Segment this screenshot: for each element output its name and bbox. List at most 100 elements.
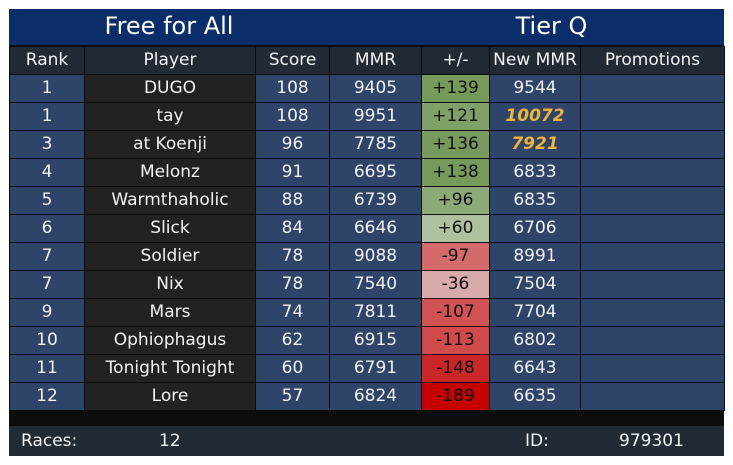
rank-cell: 5	[9, 186, 85, 215]
results-panel: Free for All Tier Q Rank Player Score MM…	[9, 9, 725, 456]
new-mmr-cell: 9544	[489, 74, 581, 103]
rank-cell: 1	[9, 102, 85, 131]
table-row: 7 Nix 78 7540 -36 7504	[9, 270, 725, 299]
new-mmr-cell: 6643	[489, 354, 581, 383]
new-mmr-cell: 8991	[489, 242, 581, 271]
player-cell: Ophiophagus	[84, 326, 256, 355]
delta-cell: -148	[421, 354, 490, 383]
mmr-cell: 6824	[329, 382, 422, 411]
new-mmr-cell: 6802	[489, 326, 581, 355]
table-row: 1 tay 108 9951 +121 10072	[9, 102, 725, 131]
delta-cell: -113	[421, 326, 490, 355]
delta-cell: +139	[421, 74, 490, 103]
promotion-cell	[580, 326, 725, 355]
table-row: 6 Slick 84 6646 +60 6706	[9, 214, 725, 243]
rank-cell: 9	[9, 298, 85, 327]
rank-cell: 3	[9, 130, 85, 159]
score-cell: 91	[255, 158, 330, 187]
promotion-cell	[580, 74, 725, 103]
rank-cell: 7	[9, 270, 85, 299]
id-label: ID:	[525, 431, 549, 451]
promotion-cell	[580, 158, 725, 187]
score-cell: 78	[255, 270, 330, 299]
column-header-mmr: MMR	[329, 46, 422, 75]
delta-cell: +96	[421, 186, 490, 215]
column-header-delta: +/-	[421, 46, 490, 75]
promotion-cell	[580, 102, 725, 131]
header-row: Rank Player Score MMR +/- New MMR Promot…	[9, 46, 725, 75]
score-cell: 57	[255, 382, 330, 411]
delta-cell: -36	[421, 270, 490, 299]
player-cell: Soldier	[84, 242, 256, 271]
column-header-rank: Rank	[9, 46, 85, 75]
tier-title: Tier Q	[515, 12, 588, 40]
mmr-cell: 9951	[329, 102, 422, 131]
player-cell: Slick	[84, 214, 256, 243]
mmr-cell: 7785	[329, 130, 422, 159]
mmr-cell: 7540	[329, 270, 422, 299]
promotion-cell	[580, 214, 725, 243]
delta-cell: +138	[421, 158, 490, 187]
promotion-cell	[580, 186, 725, 215]
new-mmr-cell: 6833	[489, 158, 581, 187]
mmr-cell: 9405	[329, 74, 422, 103]
player-cell: Melonz	[84, 158, 256, 187]
delta-cell: +136	[421, 130, 490, 159]
footer-bar: Races: 12 ID: 979301	[9, 426, 724, 456]
mmr-cell: 6915	[329, 326, 422, 355]
delta-cell: +121	[421, 102, 490, 131]
mmr-cell: 6791	[329, 354, 422, 383]
table-row: 1 DUGO 108 9405 +139 9544	[9, 74, 725, 103]
score-cell: 78	[255, 242, 330, 271]
new-mmr-cell: 6835	[489, 186, 581, 215]
player-cell: Mars	[84, 298, 256, 327]
table-row: 5 Warmthaholic 88 6739 +96 6835	[9, 186, 725, 215]
rank-cell: 6	[9, 214, 85, 243]
score-cell: 88	[255, 186, 330, 215]
score-cell: 84	[255, 214, 330, 243]
player-cell: DUGO	[84, 74, 256, 103]
new-mmr-cell: 7704	[489, 298, 581, 327]
promotion-cell	[580, 242, 725, 271]
mmr-cell: 6739	[329, 186, 422, 215]
mmr-cell: 7811	[329, 298, 422, 327]
rank-cell: 4	[9, 158, 85, 187]
score-cell: 62	[255, 326, 330, 355]
player-cell: at Koenji	[84, 130, 256, 159]
new-mmr-cell: 6635	[489, 382, 581, 411]
promotion-cell	[580, 382, 725, 411]
player-cell: Warmthaholic	[84, 186, 256, 215]
delta-cell: -97	[421, 242, 490, 271]
mmr-cell: 9088	[329, 242, 422, 271]
new-mmr-cell: 7504	[489, 270, 581, 299]
mmr-cell: 6646	[329, 214, 422, 243]
id-value: 979301	[619, 431, 684, 451]
promotion-cell	[580, 270, 725, 299]
player-cell: Tonight Tonight	[84, 354, 256, 383]
promotion-cell	[580, 298, 725, 327]
rank-cell: 11	[9, 354, 85, 383]
promotion-cell	[580, 130, 725, 159]
races-label: Races:	[21, 431, 78, 451]
rank-cell: 10	[9, 326, 85, 355]
score-cell: 96	[255, 130, 330, 159]
column-header-promotions: Promotions	[580, 46, 725, 75]
results-table: Rank Player Score MMR +/- New MMR Promot…	[9, 46, 725, 411]
table-row: 9 Mars 74 7811 -107 7704	[9, 298, 725, 327]
promotion-cell	[580, 354, 725, 383]
player-cell: Lore	[84, 382, 256, 411]
delta-cell: +60	[421, 214, 490, 243]
score-cell: 108	[255, 102, 330, 131]
player-cell: Nix	[84, 270, 256, 299]
column-header-player: Player	[84, 46, 256, 75]
player-cell: tay	[84, 102, 256, 131]
table-row: 3 at Koenji 96 7785 +136 7921	[9, 130, 725, 159]
delta-cell: -189	[421, 382, 490, 411]
table-row: 11 Tonight Tonight 60 6791 -148 6643	[9, 354, 725, 383]
rank-cell: 1	[9, 74, 85, 103]
races-value: 12	[159, 431, 181, 451]
rank-cell: 7	[9, 242, 85, 271]
score-cell: 74	[255, 298, 330, 327]
new-mmr-cell: 6706	[489, 214, 581, 243]
score-cell: 60	[255, 354, 330, 383]
